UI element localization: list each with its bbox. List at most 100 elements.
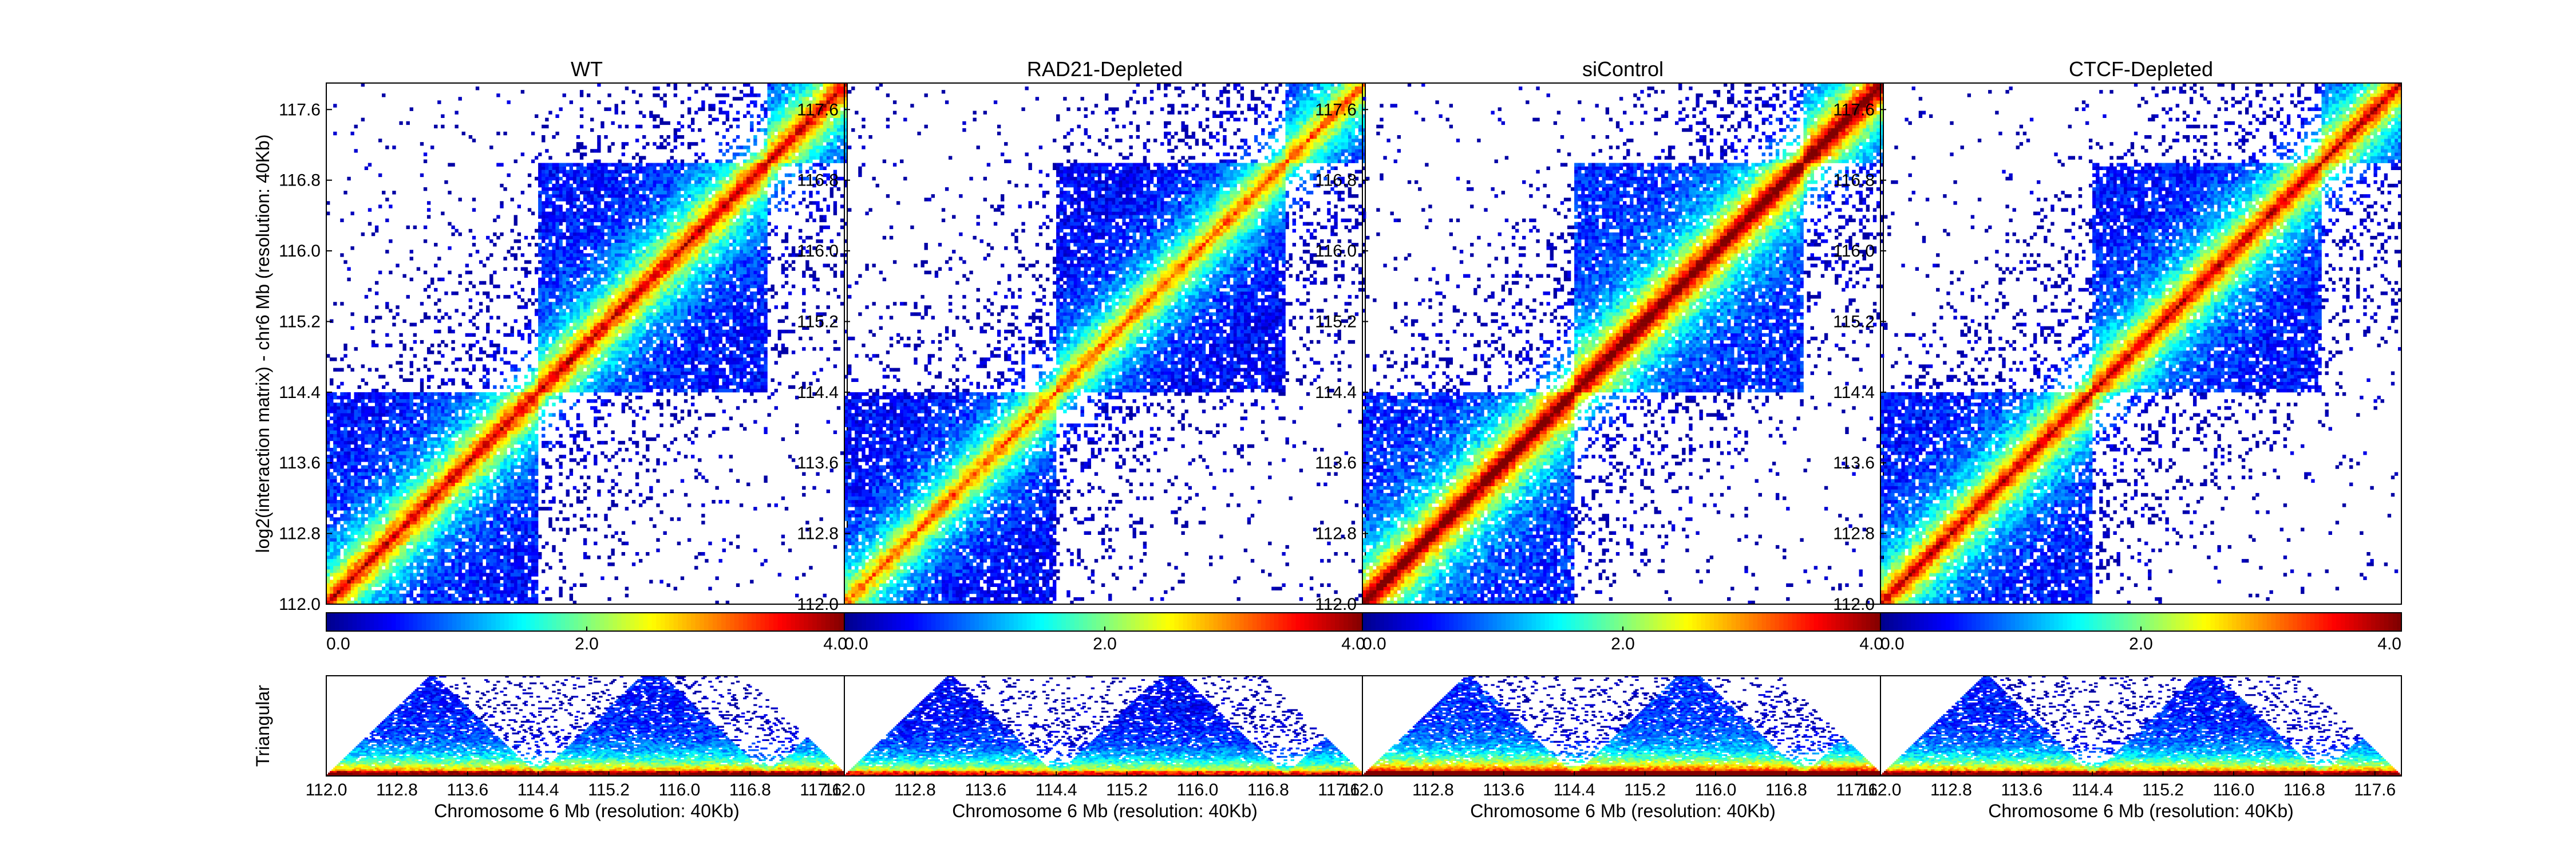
- colorbar-segment: [896, 613, 902, 631]
- triangular-cells: [1898, 771, 2399, 773]
- colorbar-segment: [782, 613, 787, 631]
- colorbar-segment: [1440, 613, 1445, 631]
- colorbar-segment: [905, 613, 910, 631]
- colorbar-segment: [2349, 613, 2354, 631]
- triangular-cells: [880, 676, 1322, 756]
- triangular-cells: [875, 771, 1356, 773]
- colorbar-segment: [2150, 613, 2155, 631]
- colorbar-segment: [1506, 613, 1511, 631]
- colorbar-segment: [2037, 613, 2042, 631]
- colorbar-tick-label: 4.0: [2377, 635, 2401, 653]
- colorbar-segment: [530, 613, 535, 631]
- colorbar-segment: [1218, 613, 1223, 631]
- panel-title: WT: [571, 57, 603, 81]
- colorbar-segment: [1579, 613, 1585, 631]
- colorbar-segment: [369, 613, 375, 631]
- x-tick-label: 112.0: [1342, 781, 1384, 799]
- colorbar-segment: [1937, 613, 1942, 631]
- colorbar-segment: [1252, 613, 1258, 631]
- colorbar-segment: [508, 613, 513, 631]
- colorbar-segment: [700, 613, 705, 631]
- x-tick-label: 112.8: [1930, 781, 1972, 799]
- triangular-cells: [1392, 734, 1856, 762]
- triangular-cells: [853, 771, 1334, 775]
- colorbar-segment: [357, 613, 362, 631]
- colorbar-segment: [1497, 613, 1502, 631]
- colorbar-segment: [717, 613, 722, 631]
- colorbar-segment: [361, 613, 366, 631]
- colorbar-segment: [2328, 613, 2333, 631]
- colorbar-segment: [2136, 613, 2142, 631]
- x-tick-label: 112.8: [894, 781, 936, 799]
- colorbar-tick-label: 2.0: [1093, 635, 1117, 653]
- colorbar-segment: [1705, 613, 1710, 631]
- colorbar-segment: [1514, 613, 1519, 631]
- colorbar-segment: [1941, 613, 1946, 631]
- colorbar-segment: [2028, 613, 2033, 631]
- colorbar-segment: [791, 613, 796, 631]
- colorbar-segment: [1831, 613, 1836, 631]
- colorbar-segment: [1445, 613, 1450, 631]
- colorbar-segment: [1857, 613, 1862, 631]
- y-tick-label: 116.0: [1833, 242, 1875, 261]
- colorbar-segment: [591, 613, 596, 631]
- colorbar-segment: [2002, 613, 2007, 631]
- colorbar-segment: [1740, 613, 1745, 631]
- colorbar-segment: [1488, 613, 1494, 631]
- colorbar-segment: [2123, 613, 2128, 631]
- colorbar-segment: [1380, 613, 1385, 631]
- colorbar-segment: [1911, 613, 1916, 631]
- colorbar-segment: [974, 613, 979, 631]
- triangular-cells: [538, 771, 542, 773]
- colorbar-segment: [1013, 613, 1018, 631]
- colorbar-segment: [1835, 613, 1840, 631]
- colorbar-segment: [979, 613, 984, 631]
- colorbar-segment: [2162, 613, 2168, 631]
- triangular-cells: [1915, 749, 2386, 765]
- colorbar-segment: [2010, 613, 2016, 631]
- colorbar-segment: [2345, 613, 2350, 631]
- colorbar-segment: [725, 613, 730, 631]
- colorbar-segment: [1662, 613, 1667, 631]
- colorbar-segment: [892, 613, 897, 631]
- colorbar-segment: [1419, 613, 1424, 631]
- colorbar-segment: [2249, 613, 2254, 631]
- triangular-cells: [844, 771, 1341, 777]
- heatmap-cells: [1905, 83, 2402, 580]
- x-tick-label: 114.4: [1036, 781, 1077, 799]
- colorbar-segment: [2206, 613, 2211, 631]
- colorbar-segment: [949, 613, 954, 631]
- x-tick-label: 112.0: [1860, 781, 1902, 799]
- colorbar-segment: [1818, 613, 1823, 631]
- colorbar-segment: [957, 613, 962, 631]
- triangular-cells: [875, 773, 1357, 777]
- colorbar-segment: [1152, 613, 1157, 631]
- colorbar-segment: [1295, 613, 1301, 631]
- triangular-cells: [369, 769, 839, 771]
- colorbar-segment: [2245, 613, 2250, 631]
- colorbar-segment: [1597, 613, 1602, 631]
- colorbar-segment: [382, 613, 388, 631]
- triangular-cells: [1388, 759, 1868, 770]
- heatmap-cells: [340, 97, 834, 591]
- colorbar-segment: [1731, 613, 1736, 631]
- colorbar-segment: [587, 613, 592, 631]
- colorbar-segment: [2041, 613, 2046, 631]
- colorbar-segment: [1866, 613, 1871, 631]
- colorbar-segment: [1035, 613, 1040, 631]
- colorbar-segment: [1902, 613, 1907, 631]
- colorbar-segment: [2358, 613, 2363, 631]
- y-tick-label: 117.6: [1833, 100, 1875, 119]
- triangular-cells: [1886, 769, 2376, 771]
- colorbar-segment: [1844, 613, 1849, 631]
- colorbar-segment: [2223, 613, 2229, 631]
- x-tick-label: 116.0: [1695, 781, 1737, 799]
- colorbar-segment: [752, 613, 757, 631]
- y-tick-label: 115.2: [1833, 312, 1875, 331]
- colorbar-segment: [391, 613, 396, 631]
- y-tick-label: 115.2: [1315, 312, 1357, 331]
- triangular-cells: [326, 771, 848, 777]
- colorbar-segment: [1222, 613, 1227, 631]
- colorbar-segment: [695, 613, 700, 631]
- colorbar-segment: [1809, 613, 1815, 631]
